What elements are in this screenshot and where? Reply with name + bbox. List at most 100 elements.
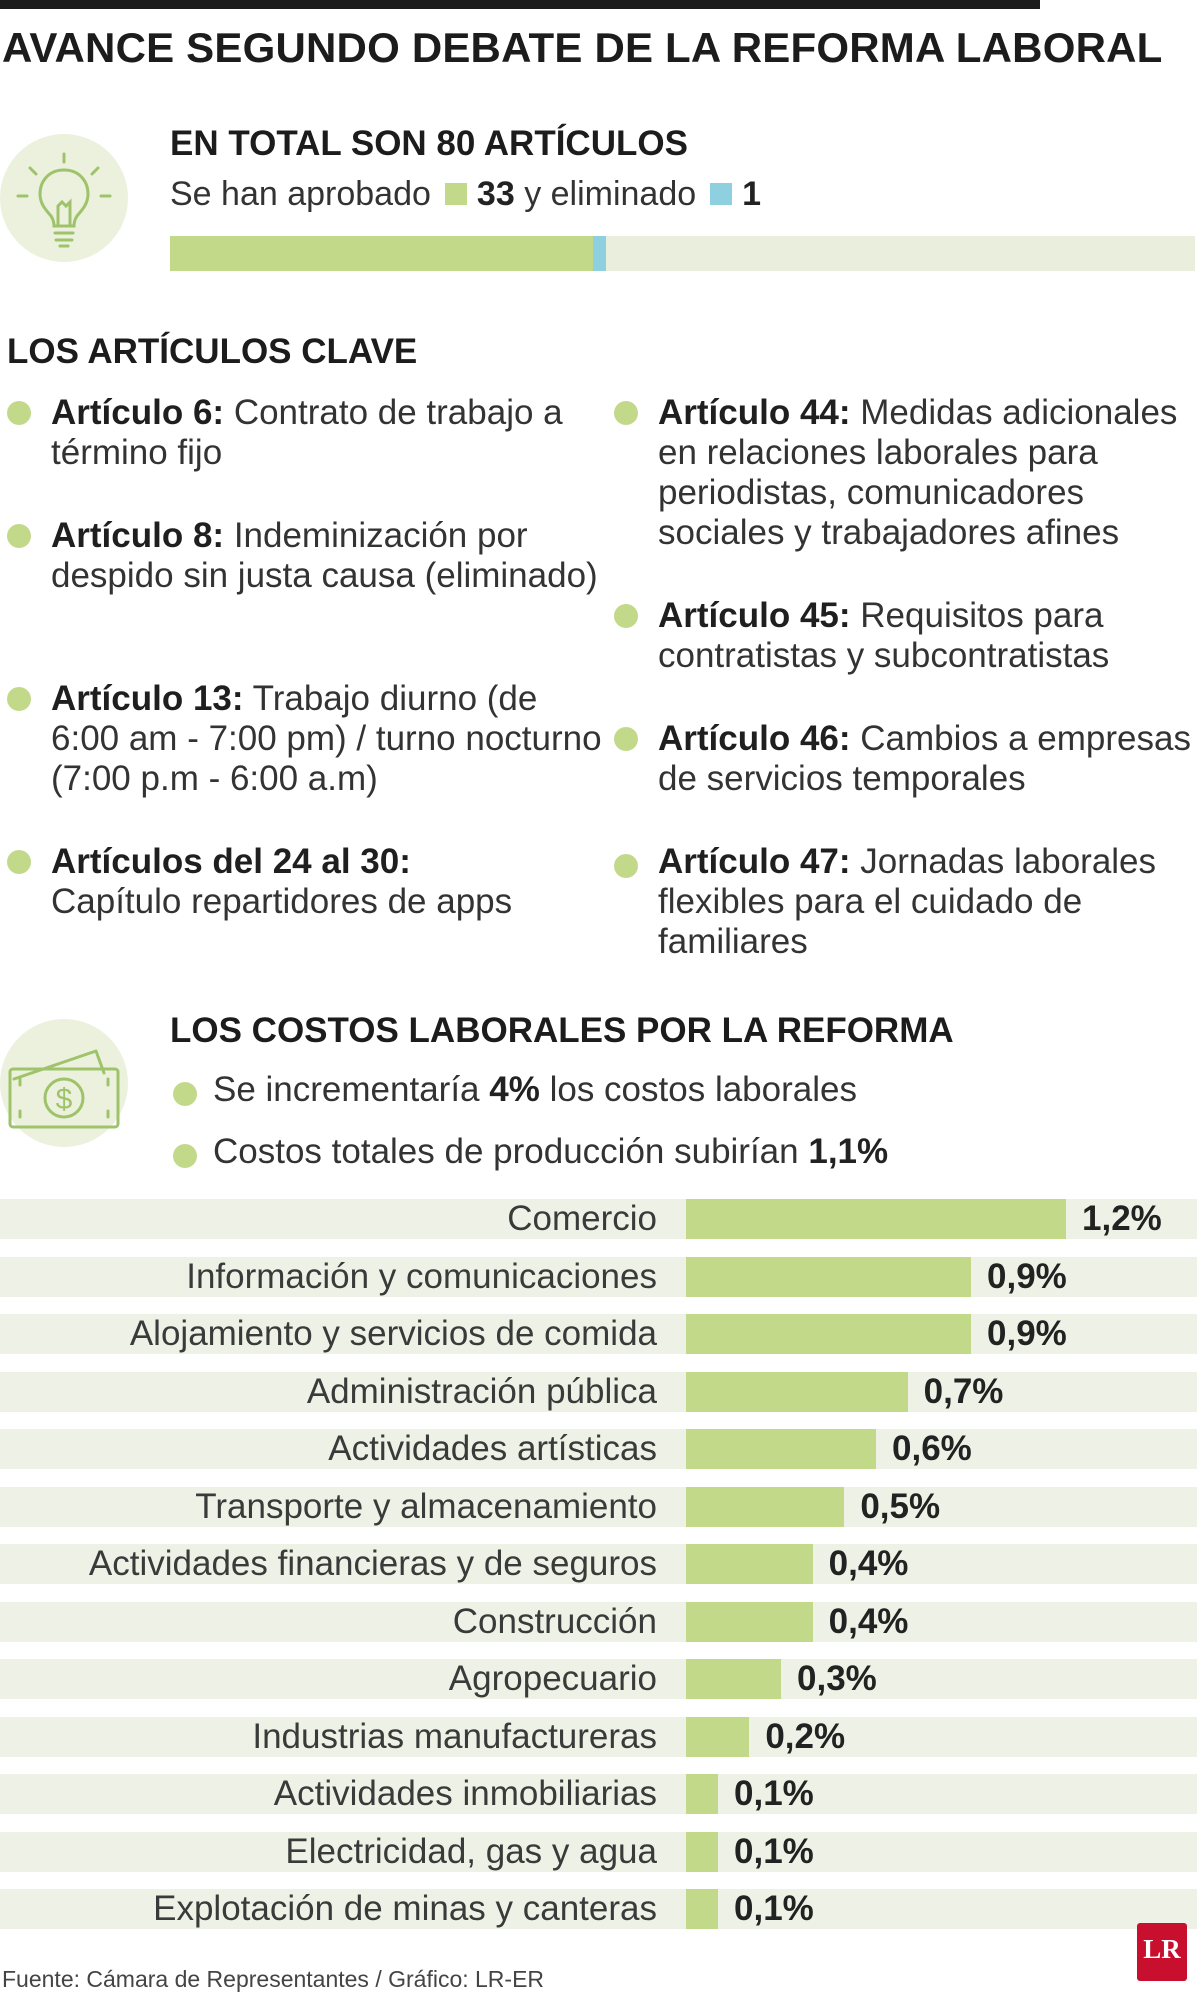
chart-value-label: 0,7% [923, 1371, 1004, 1411]
chart-bar [686, 1199, 1066, 1239]
lightbulb-icon [0, 134, 128, 262]
chart-bar [686, 1659, 781, 1699]
chart-bar [686, 1889, 718, 1929]
chart-category-label: Construcción [452, 1601, 657, 1641]
chart-bar [686, 1256, 971, 1297]
chart-category-label: Explotación de minas y canteras [153, 1889, 657, 1928]
progress-approved [170, 236, 593, 271]
chart-category-label: Actividades inmobiliarias [273, 1774, 657, 1813]
progress-track [170, 236, 1195, 271]
svg-text:$: $ [56, 1083, 73, 1116]
chart-bar [686, 1371, 908, 1412]
bullet-icon [7, 850, 31, 874]
chart-category-label: Actividades artísticas [328, 1429, 657, 1468]
cost-item-labor: Se incrementaría 4% los costos laborales [213, 1070, 857, 1110]
article-label: Artículo 47: [658, 842, 851, 881]
chart-bar [686, 1601, 813, 1642]
article-item: Artículos del 24 al 30: Capítulo repartid… [51, 842, 611, 922]
article-item: Artículo 44: Medidas adicionales en rela… [658, 393, 1200, 553]
chart-row [0, 1544, 1197, 1584]
article-text: Requisitos para contratistas y subcontra… [658, 596, 1110, 675]
chart-category-label: Administración pública [306, 1371, 657, 1411]
bullet-icon [7, 524, 31, 548]
chart-bar [686, 1774, 718, 1814]
total-prefix: Se han aprobado [170, 175, 431, 213]
source-note: Fuente: Cámara de Representantes / Gráfi… [2, 1966, 545, 1992]
chart-row [0, 1601, 1197, 1642]
total-heading: EN TOTAL SON 80 ARTÍCULOS [170, 124, 688, 163]
article-label: Artículos del 24 al 30: [51, 842, 411, 881]
cost-text: los costos laborales [549, 1070, 857, 1109]
eliminated-count: 1 [742, 175, 762, 213]
chart-row [0, 1889, 1197, 1929]
chart-value-label: 0,1% [734, 1831, 814, 1871]
chart-category-label: Alojamiento y servicios de comida [129, 1314, 657, 1353]
bullet-icon [614, 401, 638, 425]
total-summary: Se han aprobado 33 y eliminado 1 [170, 175, 761, 214]
chart-bar [686, 1486, 845, 1527]
cost-value: 1,1% [808, 1132, 889, 1171]
article-label: Artículo 13: [51, 679, 244, 718]
chart-category-label: Información y comunicaciones [186, 1256, 657, 1296]
money-icon: $ [0, 1019, 128, 1147]
bullet-icon [173, 1082, 197, 1106]
key-articles-heading: LOS ARTÍCULOS CLAVE [7, 332, 418, 371]
article-item: Artículo 45: Requisitos para contratista… [658, 596, 1200, 676]
chart-value-label: 0,2% [765, 1716, 846, 1756]
article-text: Jornadas laborales flexibles para el cui… [658, 842, 1157, 961]
bullet-icon [614, 727, 638, 751]
article-item: Artículo 47: Jornadas laborales flexible… [658, 842, 1200, 962]
chart-bar [686, 1716, 750, 1757]
page-title: AVANCE SEGUNDO DEBATE DE LA REFORMA LABO… [2, 24, 1163, 71]
bullet-icon [7, 401, 31, 425]
article-label: Artículo 8: [51, 516, 225, 555]
article-text: Capítulo repartidores de apps [51, 882, 513, 921]
approved-count: 33 [476, 175, 515, 213]
chart-bar [686, 1314, 971, 1354]
chart-value-label: 0,6% [892, 1429, 972, 1468]
chart-value-label: 1,2% [1082, 1199, 1162, 1238]
article-text: Medidas adicionales en relaciones labora… [658, 393, 1178, 552]
chart-value-label: 0,9% [987, 1256, 1067, 1296]
chart-category-label: Transporte y almacenamiento [195, 1486, 657, 1526]
cost-text: Se incrementaría [213, 1070, 480, 1109]
chart-value-label: 0,1% [734, 1774, 814, 1813]
bullet-icon [614, 604, 638, 628]
lr-logo: LR [1137, 1923, 1187, 1981]
cost-value: 4% [489, 1070, 540, 1109]
article-item: Artículo 46: Cambios a empresas de servi… [658, 719, 1200, 799]
chart-category-label: Actividades financieras y de seguros [88, 1544, 657, 1583]
chart-category-label: Electricidad, gas y agua [285, 1831, 657, 1871]
chart-row [0, 1831, 1197, 1872]
chart-bar [686, 1429, 876, 1469]
chart-category-label: Comercio [507, 1199, 657, 1238]
article-label: Artículo 6: [51, 393, 225, 432]
chart-category-label: Agropecuario [448, 1659, 657, 1698]
chart-value-label: 0,4% [828, 1601, 909, 1641]
bullet-icon [614, 854, 638, 878]
chart-row [0, 1314, 1197, 1354]
cost-item-production: Costos totales de producción subirían 1,… [213, 1132, 888, 1172]
chart-row [0, 1774, 1197, 1814]
total-middle: y eliminado [524, 175, 697, 213]
chart-value-label: 0,4% [828, 1544, 909, 1583]
article-label: Artículo 46: [658, 719, 851, 758]
chart-value-label: 0,5% [860, 1486, 941, 1526]
costs-heading: LOS COSTOS LABORALES POR LA REFORMA [170, 1011, 954, 1050]
chart-category-label: Industrias manufactureras [252, 1716, 657, 1756]
chart-row [0, 1256, 1197, 1297]
chart-row [0, 1371, 1197, 1412]
chart-row [0, 1659, 1197, 1699]
chart-value-label: 0,1% [734, 1889, 814, 1928]
chart-bar [686, 1544, 813, 1584]
eliminated-legend-swatch [710, 183, 733, 206]
chart-row [0, 1716, 1197, 1757]
cost-text: Costos totales de producción subirían [213, 1132, 799, 1171]
article-item: Artículo 8: Indeminización por despido s… [51, 516, 611, 596]
article-item: Artículo 6: Contrato de trabajo a términ… [51, 393, 611, 473]
chart-value-label: 0,3% [797, 1659, 877, 1698]
chart-row [0, 1486, 1197, 1527]
article-label: Artículo 45: [658, 596, 851, 635]
article-text: Trabajo diurno (de 6:00 am - 7:00 pm) / … [51, 679, 602, 798]
article-label: Artículo 44: [658, 393, 851, 432]
